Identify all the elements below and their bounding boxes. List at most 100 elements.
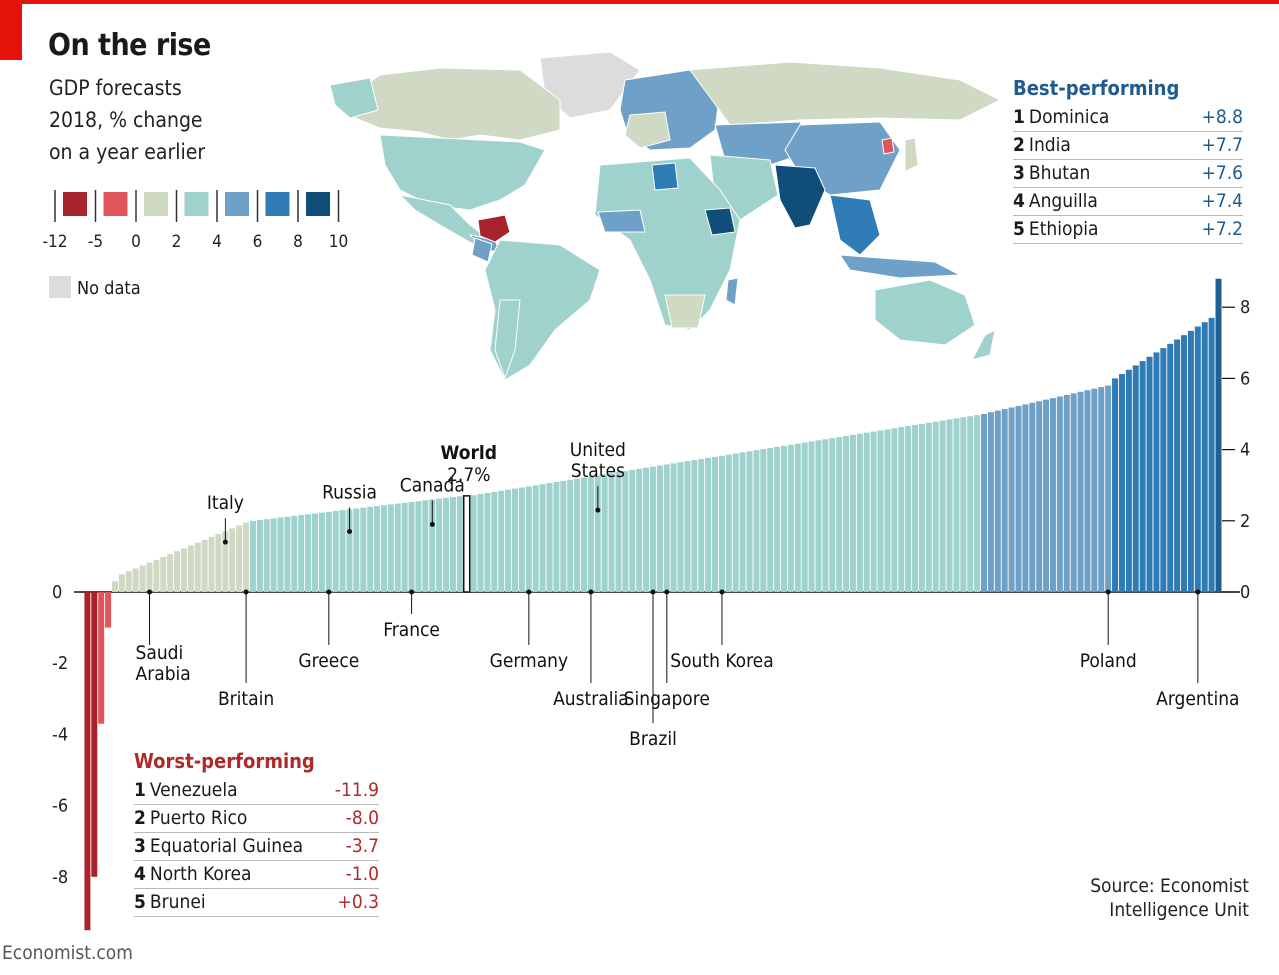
rank: 4 (1013, 190, 1025, 212)
y-tick-label: 8 (1240, 297, 1250, 318)
bar (1015, 405, 1022, 592)
country-name: Anguilla (1028, 190, 1098, 212)
legend-tick-label: 4 (212, 232, 222, 252)
bar (111, 581, 118, 592)
bar (760, 449, 767, 592)
world-bar (462, 495, 471, 593)
worst-performing-table: Worst-performing 1 Venezuela -11.9 2 Puerto… (134, 749, 379, 917)
bar (774, 446, 781, 592)
bar (498, 490, 505, 592)
bar (746, 451, 753, 592)
bar (1077, 391, 1084, 592)
legend-tick-label: 2 (172, 232, 182, 252)
bar (574, 478, 581, 592)
bar (539, 484, 546, 592)
y-tick-label: -6 (52, 796, 68, 817)
bar (332, 510, 339, 592)
bar (608, 473, 615, 592)
legend-tick-label: -12 (43, 232, 68, 252)
rank: 5 (1013, 218, 1025, 240)
bar (656, 465, 663, 592)
bar (346, 509, 353, 592)
bar (484, 492, 491, 592)
bar (374, 506, 381, 592)
source-note: Source: Economist Intelligence Unit (1090, 874, 1249, 922)
annotation-label: Poland (1080, 650, 1137, 672)
annotation-label: Canada (400, 474, 465, 496)
bar (1181, 335, 1188, 592)
no-data-legend: No data (49, 276, 141, 299)
country-value: +7.6 (1201, 162, 1244, 184)
bar (243, 522, 250, 592)
annotation-label: Singapore (624, 688, 710, 710)
bar (1153, 352, 1160, 592)
legend-swatch (306, 192, 330, 216)
table-row: 3 Equatorial Guinea -3.7 (134, 833, 379, 861)
y-tick-label: 4 (1240, 440, 1250, 461)
annotation-label: Brazil (629, 728, 677, 750)
country-name: Equatorial Guinea (149, 835, 304, 857)
bar (753, 450, 760, 592)
map-north-korea (881, 137, 895, 155)
country-name: Ethiopia (1028, 218, 1099, 240)
world-map (329, 51, 1002, 381)
bar (905, 426, 912, 592)
bar (367, 506, 374, 592)
country-value: +8.8 (1201, 106, 1244, 128)
bar (1146, 356, 1153, 592)
map-western-europe (624, 111, 671, 149)
bar (153, 559, 160, 592)
top-rule (0, 0, 1279, 4)
bar (525, 486, 532, 592)
bar (532, 485, 539, 592)
bar (615, 472, 622, 592)
legend-tick-label: 6 (253, 232, 263, 252)
bar (443, 497, 450, 592)
map-australia (874, 279, 976, 346)
country-value: -11.9 (334, 779, 379, 801)
rank: 5 (134, 891, 146, 913)
table-row: 1 Dominica +8.8 (1013, 104, 1243, 132)
annotation-label: Arabia (136, 663, 191, 685)
bar (222, 531, 229, 592)
table-row: 4 North Korea -1.0 (134, 861, 379, 889)
world-value-label: 2.7% (447, 464, 490, 486)
bar (1215, 278, 1222, 592)
bar (974, 415, 981, 592)
table-row: 1 Venezuela -11.9 (134, 777, 379, 805)
country-name: Venezuela (149, 779, 238, 801)
bar (815, 440, 822, 592)
table-row: 2 Puerto Rico -8.0 (134, 805, 379, 833)
bar (394, 503, 401, 592)
bar (325, 511, 332, 592)
y-tick-label: 0 (52, 582, 62, 603)
bar (174, 551, 181, 592)
bar (456, 496, 463, 592)
bar (1029, 402, 1036, 592)
bar (946, 419, 953, 592)
bar (470, 495, 477, 592)
bar (987, 412, 994, 592)
bar (643, 467, 650, 592)
bar (194, 542, 201, 592)
y-tick-label: -8 (52, 867, 68, 888)
bar (712, 456, 719, 592)
bar (1008, 407, 1015, 592)
bar (139, 565, 146, 592)
rank: 2 (1013, 134, 1025, 156)
bar (201, 539, 208, 592)
table-row: 5 Brunei +0.3 (134, 889, 379, 917)
subtitle-line: on a year earlier (49, 140, 206, 164)
bar (436, 498, 443, 592)
bar (932, 421, 939, 592)
bar (1070, 393, 1077, 592)
bar (767, 447, 774, 592)
table-row: 5 Ethiopia +7.2 (1013, 216, 1243, 244)
bar (960, 417, 967, 592)
map-russia (689, 61, 1002, 126)
annotation-label: Russia (322, 481, 377, 503)
bar (1063, 394, 1070, 592)
best-performing-heading: Best-performing (1013, 76, 1180, 100)
bar (408, 501, 415, 592)
